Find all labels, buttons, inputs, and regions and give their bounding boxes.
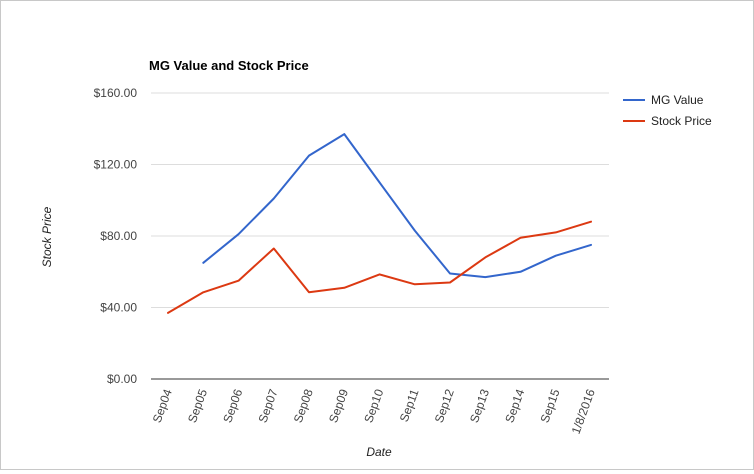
series-line-stock-price [167, 220, 592, 314]
legend-label: Stock Price [651, 114, 712, 128]
x-axis-ticks: Sep04 Sep05 Sep06 Sep07 Sep08 Sep09 Sep10 Sep11… [150, 387, 598, 436]
x-tick-label: Sep04 [150, 387, 175, 425]
x-tick-label: 1/8/2016 [569, 387, 598, 436]
chart-title: MG Value and Stock Price [149, 58, 309, 73]
x-tick-label: Sep13 [467, 387, 492, 425]
x-tick-label: Sep15 [538, 387, 563, 425]
y-tick-label: $120.00 [94, 158, 138, 172]
x-tick-label: Sep11 [397, 387, 422, 424]
x-tick-label: Sep14 [502, 387, 527, 425]
y-tick-label: $160.00 [94, 86, 138, 100]
x-tick-label: Sep05 [185, 387, 210, 425]
y-tick-label: $80.00 [100, 229, 137, 243]
y-axis-ticks: $0.00 $40.00 $80.00 $120.00 $160.00 [94, 86, 138, 386]
x-tick-label: Sep10 [361, 387, 386, 425]
x-tick-label: Sep06 [220, 387, 245, 425]
x-tick-label: Sep08 [291, 387, 316, 425]
legend: MG Value Stock Price [623, 93, 712, 128]
y-tick-label: $0.00 [107, 372, 137, 386]
x-tick-label: Sep09 [326, 387, 351, 425]
x-tick-label: Sep12 [432, 387, 457, 425]
x-tick-label: Sep07 [256, 387, 281, 425]
x-axis-label: Date [366, 445, 392, 459]
legend-label: MG Value [651, 93, 704, 107]
y-axis-label: Stock Price [40, 206, 54, 267]
series-lines [167, 133, 592, 314]
series-line-mg-value [202, 133, 592, 279]
y-tick-label: $40.00 [100, 301, 137, 315]
